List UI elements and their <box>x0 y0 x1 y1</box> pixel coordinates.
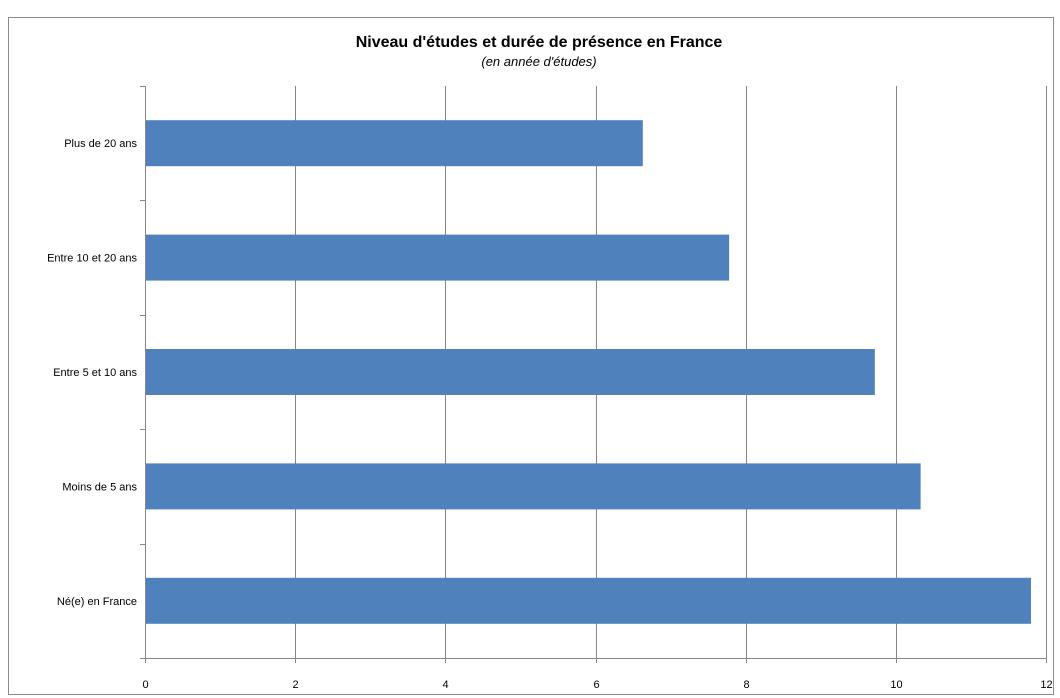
x-tick-label-4: 8 <box>743 679 749 691</box>
bar-4 <box>145 577 1031 624</box>
x-tick-label-6: 12 <box>1040 679 1052 691</box>
category-label-4: Né(e) en France <box>57 596 137 608</box>
bars <box>145 120 1031 624</box>
tick-labels: Plus de 20 ans Entre 10 et 20 ans Entre 5 … <box>47 138 1053 691</box>
x-tick-label-2: 4 <box>442 679 448 691</box>
x-tick-label-1: 2 <box>292 679 298 691</box>
chart-subtitle: (en année d'études) <box>481 54 596 69</box>
bar-0 <box>145 120 643 167</box>
x-tick-label-3: 6 <box>593 679 599 691</box>
category-label-2: Entre 5 et 10 ans <box>53 367 137 379</box>
bar-2 <box>145 349 875 395</box>
x-tick-label-0: 0 <box>142 679 148 691</box>
bar-1 <box>145 234 730 281</box>
x-tick-label-5: 10 <box>890 679 902 691</box>
bar-3 <box>145 463 921 510</box>
category-label-1: Entre 10 et 20 ans <box>47 253 137 265</box>
category-label-3: Moins de 5 ans <box>62 481 137 493</box>
axes <box>140 86 1047 663</box>
chart-title: Niveau d'études et durée de présence en … <box>356 34 723 51</box>
category-label-0: Plus de 20 ans <box>64 138 137 150</box>
gridlines <box>295 86 1047 658</box>
